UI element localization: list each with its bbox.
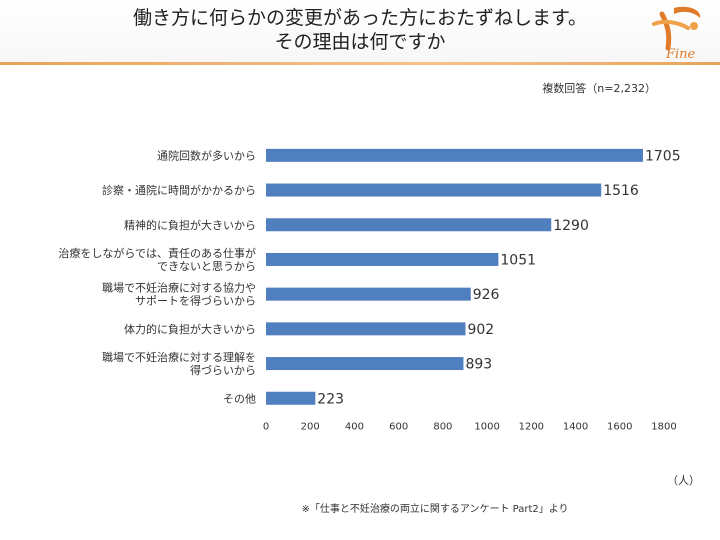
logo-text: Fine xyxy=(665,47,696,60)
header: 働き方に何らかの変更があった方におたずねします。 その理由は何ですか Fine xyxy=(0,0,720,62)
category-label-line: 精神的に負担が大きいから xyxy=(124,218,256,232)
category-label-line: 得づらいから xyxy=(190,364,256,377)
category-label-line: 職場で不妊治療に対する協力や xyxy=(102,281,256,295)
x-tick-label-4: 800 xyxy=(433,422,452,433)
x-tick-label-9: 1800 xyxy=(651,422,676,433)
category-label-6: 職場で不妊治療に対する理解を得づらいから xyxy=(102,350,256,377)
category-label-line: できないと思うから xyxy=(157,260,256,273)
value-label-2: 1290 xyxy=(553,218,589,234)
page-title: 働き方に何らかの変更があった方におたずねします。 その理由は何ですか xyxy=(0,6,720,54)
category-label-line: 治療をしながらでは、責任のある仕事が xyxy=(58,246,256,260)
source-text: ※「仕事と不妊治療の両立に関するアンケート Part2」より xyxy=(301,504,569,515)
bar-1 xyxy=(266,183,602,197)
value-label-3: 1051 xyxy=(500,252,536,268)
category-label-line: サポートを得づらいから xyxy=(135,295,256,308)
title-line-1: 働き方に何らかの変更があった方におたずねします。 xyxy=(132,7,588,29)
value-label-6: 893 xyxy=(465,357,492,373)
bar-2 xyxy=(266,218,552,232)
value-label-0: 1705 xyxy=(645,148,681,164)
category-label-7: その他 xyxy=(223,392,256,405)
value-label-1: 1516 xyxy=(603,183,639,199)
x-tick-label-8: 1600 xyxy=(607,422,632,433)
bar-0 xyxy=(266,148,643,162)
bar-6 xyxy=(266,357,464,371)
category-label-0: 通院回数が多いから xyxy=(157,148,256,162)
value-label-7: 223 xyxy=(317,391,344,407)
axis-unit-label: （人） xyxy=(667,474,700,487)
category-label-2: 精神的に負担が大きいから xyxy=(124,218,256,232)
sample-size-note: 複数回答（n=2,232） xyxy=(542,82,656,95)
value-label-4: 926 xyxy=(473,287,500,303)
x-tick-label-0: 0 xyxy=(263,422,269,433)
bar-chart: 1705 通院回数が多いから 1516 診察・通院に時間がかかるから 1290 精神的に負… xyxy=(58,148,681,433)
category-label-5: 体力的に負担が大きいから xyxy=(124,322,256,336)
header-divider xyxy=(0,62,720,65)
value-label-5: 902 xyxy=(467,322,494,338)
x-tick-label-7: 1400 xyxy=(563,422,588,433)
category-label-line: その他 xyxy=(223,392,256,405)
bar-5 xyxy=(266,322,466,336)
x-tick-label-6: 1200 xyxy=(519,422,544,433)
title-line-2: その理由は何ですか xyxy=(274,31,446,53)
source-note: ※「仕事と不妊治療の両立に関するアンケート Part2」より xyxy=(0,500,720,515)
category-label-line: 体力的に負担が大きいから xyxy=(124,322,256,336)
category-label-4: 職場で不妊治療に対する協力やサポートを得づらいから xyxy=(102,281,256,308)
bar-3 xyxy=(266,252,499,266)
category-label-1: 診察・通院に時間がかかるから xyxy=(102,183,256,197)
fine-logo: Fine xyxy=(652,6,701,60)
bar-7 xyxy=(266,391,316,405)
x-tick-label-1: 200 xyxy=(301,422,320,433)
category-label-line: 診察・通院に時間がかかるから xyxy=(102,183,256,197)
x-tick-label-3: 600 xyxy=(389,422,408,433)
x-tick-label-5: 1000 xyxy=(474,422,499,433)
x-tick-label-2: 400 xyxy=(345,422,364,433)
category-label-line: 職場で不妊治療に対する理解を xyxy=(102,350,256,364)
category-label-line: 通院回数が多いから xyxy=(157,148,256,162)
bar-4 xyxy=(266,287,471,301)
category-label-3: 治療をしながらでは、責任のある仕事ができないと思うから xyxy=(58,246,256,273)
